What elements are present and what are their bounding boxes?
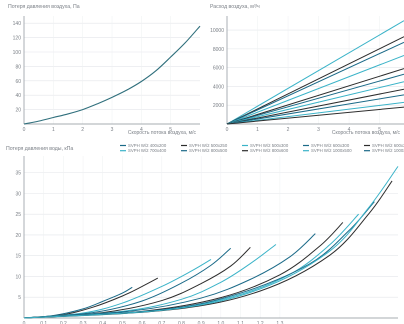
chart-1: Потеря давления воздуха, Па2040608010012… bbox=[8, 4, 201, 136]
series-line-1 bbox=[23, 25, 201, 125]
y-tick-label: 10000 bbox=[210, 28, 224, 34]
x-tick-label: 3 bbox=[317, 127, 320, 133]
x-tick-label: 2 bbox=[81, 127, 84, 133]
x-tick-label: 1 bbox=[52, 127, 55, 133]
x-tick-label: 0.5 bbox=[119, 321, 126, 324]
x-tick-label: 4 bbox=[140, 127, 143, 133]
series-line-6 bbox=[226, 73, 404, 125]
x-tick-label: 1.1 bbox=[237, 321, 244, 324]
y-tick-label: 6000 bbox=[213, 66, 224, 72]
y-tick-label: 80 bbox=[15, 64, 21, 70]
series-line-3 bbox=[226, 41, 404, 125]
legend-label: SVPH W/2 800x600 bbox=[250, 148, 289, 153]
x-tick-label: 0 bbox=[23, 321, 26, 324]
series-line-12 bbox=[23, 166, 399, 319]
x-tick-label: 0.9 bbox=[198, 321, 205, 324]
legend-label: SVPH W/2 500x300 bbox=[250, 143, 289, 148]
series-line-8 bbox=[226, 88, 404, 125]
y-tick-label: 15 bbox=[15, 254, 21, 260]
y-tick-label: 40 bbox=[15, 93, 21, 99]
x-tick-label: 0 bbox=[23, 127, 26, 133]
chart-2: Расход воздуха, м³/ч 2000 4000 6000 8000 1000… bbox=[210, 4, 404, 136]
y-tick-label: 140 bbox=[13, 21, 22, 27]
legend-label: SVPH W/2 1000x500 bbox=[311, 148, 352, 153]
x-tick-label: 0 bbox=[226, 127, 229, 133]
x-tick-label: 0.2 bbox=[60, 321, 67, 324]
chart-3: Потеря давления воды, кПа 5 10 15 20 25 30 35 0 0… bbox=[6, 143, 404, 324]
x-tick-label: 4 bbox=[348, 127, 351, 133]
y-tick-label: 35 bbox=[15, 171, 21, 177]
x-tick-label: 0.7 bbox=[158, 321, 165, 324]
x-tick-label: 0.4 bbox=[99, 321, 106, 324]
x-tick-label: 0.1 bbox=[40, 321, 47, 324]
legend-label: SVPH W/2 600x300 bbox=[311, 143, 350, 148]
series-line-7 bbox=[23, 233, 316, 319]
series-line-1 bbox=[226, 20, 404, 125]
y-tick-label: 4000 bbox=[213, 84, 224, 90]
series-line-3 bbox=[23, 258, 212, 319]
y-tick-label: 20 bbox=[15, 233, 21, 239]
x-tick-label: 0.3 bbox=[80, 321, 87, 324]
x-tick-label: 5 bbox=[169, 127, 172, 133]
series-line-2 bbox=[226, 36, 404, 125]
series-line-7 bbox=[226, 81, 404, 125]
x-tick-label: 0.8 bbox=[178, 321, 185, 324]
chart-title: Потеря давления воды, кПа bbox=[6, 146, 73, 152]
y-tick-label: 10 bbox=[15, 274, 21, 280]
chart-title: Потеря давления воздуха, Па bbox=[8, 4, 80, 10]
legend-label: SVPH W/2 1000x500 bbox=[372, 148, 404, 153]
series-line-4 bbox=[226, 54, 404, 125]
chart-title: Расход воздуха, м³/ч bbox=[210, 4, 260, 10]
y-tick-label: 100 bbox=[13, 50, 22, 56]
y-tick-label: 20 bbox=[15, 108, 21, 114]
x-tick-label: 1.2 bbox=[257, 321, 264, 324]
x-tick-label: 0.6 bbox=[139, 321, 146, 324]
x-axis-label: Скорость потока воздуха, м/с bbox=[332, 130, 401, 136]
legend: SVPH W/2 400x200 SVPH W/2 500x250 SVPH W/2… bbox=[120, 143, 404, 153]
series-line-11 bbox=[226, 106, 404, 125]
legend-label: SVPH W/2 400x200 bbox=[128, 143, 167, 148]
x-tick-label: 1.0 bbox=[217, 321, 224, 324]
legend-label: SVPH W/2 600x350 bbox=[372, 143, 404, 148]
x-tick-label: 3 bbox=[111, 127, 114, 133]
legend-label: SVPH W/2 700x400 bbox=[128, 148, 167, 153]
x-tick-label: 1.3 bbox=[276, 321, 283, 324]
y-tick-label: 25 bbox=[15, 212, 21, 218]
y-tick-label: 8000 bbox=[213, 47, 224, 53]
x-tick-label: 2 bbox=[287, 127, 290, 133]
series-line-10 bbox=[226, 101, 404, 125]
series-line-8 bbox=[23, 222, 344, 319]
series-line-5 bbox=[23, 247, 251, 319]
y-tick-label: 2000 bbox=[213, 103, 224, 109]
x-axis-label: Скорость потока воздуха, м/с bbox=[128, 130, 197, 136]
series-line-4 bbox=[23, 247, 232, 319]
y-tick-label: 60 bbox=[15, 79, 21, 85]
x-tick-label: 1 bbox=[256, 127, 259, 133]
x-tick-label: 5 bbox=[378, 127, 381, 133]
series-line-5 bbox=[226, 68, 404, 125]
y-tick-label: 5 bbox=[18, 295, 21, 301]
y-tick-label: 120 bbox=[13, 36, 22, 42]
series-line-10 bbox=[23, 201, 375, 319]
legend-label: SVPH W/2 500x250 bbox=[189, 143, 228, 148]
y-tick-label: 30 bbox=[15, 191, 21, 197]
series-line-9 bbox=[226, 94, 404, 125]
legend-label: SVPH W/2 800x500 bbox=[189, 148, 228, 153]
